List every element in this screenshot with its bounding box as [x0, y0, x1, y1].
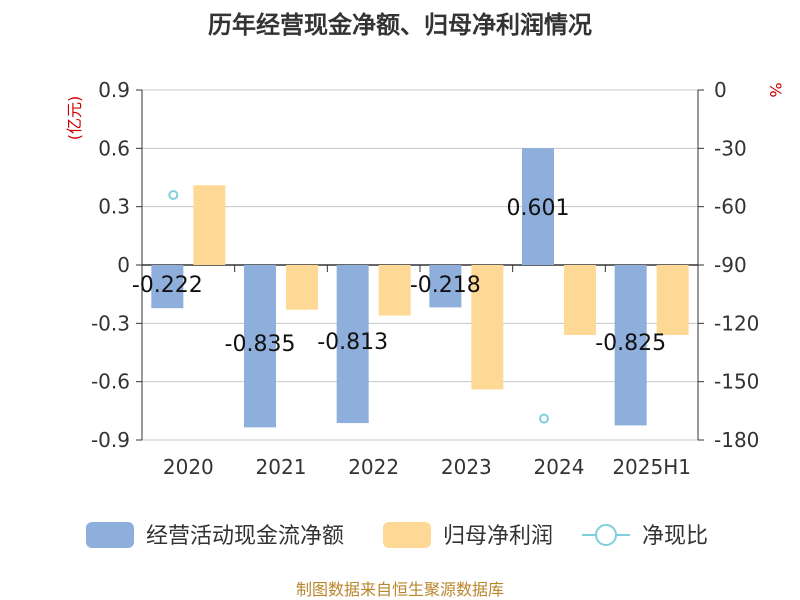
legend-item-ratio[interactable]: 净现比: [582, 524, 708, 549]
right-axis-unit: %: [766, 82, 785, 97]
right-tick-label: 0: [714, 78, 727, 102]
legend: 经营活动现金流净额 归母净利润 净现比: [86, 522, 708, 549]
right-tick-label: -60: [714, 195, 747, 219]
ratio-point: [168, 190, 179, 200]
cashflow-data-label: 0.601: [507, 196, 570, 221]
legend-swatch-net-profit: [383, 522, 431, 548]
legend-label-net-profit: 归母净利润: [443, 524, 553, 549]
left-tick-label: -0.3: [91, 311, 130, 335]
ratio-point: [539, 413, 549, 424]
cashflow-data-label: -0.825: [595, 331, 666, 356]
cashflow-bar: [244, 265, 276, 428]
legend-swatch-ratio-marker: [595, 524, 617, 546]
legend-item-cashflow[interactable]: 经营活动现金流净额: [86, 522, 344, 549]
left-tick-label: 0.9: [98, 78, 130, 102]
legend-label-cashflow: 经营活动现金流净额: [146, 524, 344, 549]
net-profit-bar: [193, 185, 226, 265]
x-tick-label: 2020: [163, 455, 214, 479]
legend-swatch-cashflow: [86, 522, 134, 548]
left-tick-label: 0.6: [98, 136, 130, 160]
left-tick-label: -0.9: [91, 428, 130, 452]
right-tick-label: -180: [714, 428, 759, 452]
cashflow-data-label: -0.218: [410, 273, 481, 298]
right-tick-label: -30: [714, 136, 747, 160]
tick-labels: 0.9 0.6 0.3 0 -0.3 -0.6 -0.9 0 -30 -60 -90 -120 -150…: [91, 78, 759, 479]
right-tick-label: -120: [714, 311, 759, 335]
legend-item-net-profit[interactable]: 归母净利润: [383, 522, 553, 549]
net-profit-bar: [471, 265, 504, 390]
left-tick-label: 0: [117, 253, 130, 277]
x-tick-label: 2022: [348, 455, 399, 479]
right-tick-label: -90: [714, 253, 747, 277]
x-tick-label: 2025H1: [612, 455, 691, 479]
cashflow-bar: [151, 265, 184, 309]
right-tick-label: -150: [714, 370, 759, 394]
cashflow-bar: [614, 265, 647, 426]
axes: (亿元) %: [65, 82, 785, 440]
source-note: 制图数据来自恒生聚源数据库: [296, 580, 504, 599]
cashflow-data-label: -0.835: [225, 332, 296, 357]
chart-title: 历年经营现金净额、归母净利润情况: [208, 11, 592, 39]
net-profit-bar: [656, 265, 689, 335]
bars: [151, 148, 689, 428]
cashflow-bar: [336, 265, 369, 424]
net-profit-bar: [286, 265, 318, 310]
legend-label-ratio: 净现比: [642, 524, 708, 549]
ratio-points: [168, 190, 549, 424]
net-profit-bar: [378, 265, 411, 316]
data-labels: -0.222 -0.835 -0.813 -0.218 0.601 -0.825: [132, 196, 666, 357]
cashflow-data-label: -0.813: [317, 330, 388, 355]
cashflow-bar: [522, 148, 554, 265]
x-tick-label: 2023: [441, 455, 492, 479]
x-tick-label: 2021: [256, 455, 307, 479]
cashflow-bar: [429, 265, 462, 308]
left-tick-label: 0.3: [98, 195, 130, 219]
net-profit-bar: [564, 265, 596, 335]
left-axis-unit: (亿元): [65, 96, 84, 141]
cashflow-data-label: -0.222: [132, 273, 203, 298]
left-tick-label: -0.6: [91, 370, 130, 394]
x-tick-label: 2024: [534, 455, 585, 479]
